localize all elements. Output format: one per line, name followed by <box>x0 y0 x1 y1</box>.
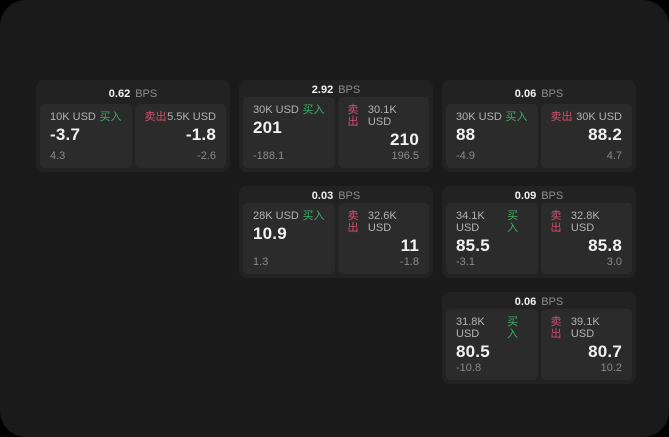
buy-price: -3.7 <box>50 125 81 145</box>
buy-amount: 34.1K USD <box>456 210 485 235</box>
buy-price: 88 <box>456 125 476 145</box>
quote-cards-grid: 0.62 BPS 10K USD 买入 -3.7 4.3 卖出 5.5K USD <box>36 80 636 384</box>
bps-unit-label: BPS <box>135 87 158 100</box>
card-header: 0.06 BPS <box>446 84 632 104</box>
buy-panel[interactable]: 10K USD 买入 -3.7 4.3 <box>40 104 132 168</box>
buy-label: 买入 <box>505 111 528 123</box>
buy-label: 买入 <box>302 210 325 223</box>
buy-amount: 31.8K USD <box>456 316 485 341</box>
sell-price: 210 <box>390 130 419 150</box>
sell-panel[interactable]: 卖出 5.5K USD -1.8 -2.6 <box>134 104 226 168</box>
sell-panel[interactable]: 卖出 32.6K USD 11 -1.8 <box>337 203 429 274</box>
sell-amount: 5.5K USD <box>167 111 216 123</box>
bps-unit-label: BPS <box>338 84 361 97</box>
buy-panel[interactable]: 34.1K USD 买入 85.5 -3.1 <box>446 203 538 274</box>
buy-price: 80.5 <box>456 342 490 362</box>
sell-sub-value: -1.8 <box>400 255 419 268</box>
bps-unit-label: BPS <box>541 87 564 100</box>
buy-panel[interactable]: 28K USD 买入 10.9 1.3 <box>243 203 335 274</box>
sell-label: 卖出 <box>347 210 359 235</box>
buy-panel[interactable]: 30K USD 买入 88 -4.9 <box>446 104 538 168</box>
sell-price: 80.7 <box>588 342 622 362</box>
buy-sub-value: 4.3 <box>50 149 66 162</box>
sell-price: -1.8 <box>185 125 216 145</box>
buy-label: 买入 <box>302 104 325 117</box>
sell-panel[interactable]: 卖出 39.1K USD 80.7 10.2 <box>540 309 632 380</box>
bps-unit-label: BPS <box>541 296 564 309</box>
bps-unit-label: BPS <box>338 190 361 203</box>
quote-card: 0.09 BPS 34.1K USD 买入 85.5 -3.1 卖出 32.8K… <box>442 186 636 278</box>
buy-label: 买入 <box>507 316 519 341</box>
card-header: 2.92 BPS <box>243 84 429 97</box>
sell-price: 85.8 <box>588 236 622 256</box>
quote-card: 0.62 BPS 10K USD 买入 -3.7 4.3 卖出 5.5K USD <box>36 80 230 172</box>
buy-amount: 10K USD <box>50 111 96 123</box>
quote-card: 2.92 BPS 30K USD 买入 201 -188.1 卖出 30.1K … <box>239 80 433 172</box>
sell-amount: 30K USD <box>576 111 622 123</box>
sell-amount: 30.1K USD <box>367 104 397 129</box>
buy-sub-value: -3.1 <box>456 255 475 268</box>
sell-sub-value: 10.2 <box>600 361 622 374</box>
sell-sub-value: -2.6 <box>197 149 216 162</box>
buy-label: 买入 <box>99 111 122 123</box>
buy-sub-value: -4.9 <box>456 149 475 162</box>
buy-sub-value: 1.3 <box>253 255 269 268</box>
sell-sub-value: 4.7 <box>606 149 622 162</box>
bps-value: 0.03 <box>311 190 334 203</box>
buy-sub-value: -10.8 <box>456 361 482 374</box>
sell-panel[interactable]: 卖出 32.8K USD 85.8 3.0 <box>540 203 632 274</box>
sell-label: 卖出 <box>347 104 359 129</box>
buy-price: 201 <box>253 118 282 138</box>
bps-unit-label: BPS <box>541 190 564 203</box>
buy-panel[interactable]: 31.8K USD 买入 80.5 -10.8 <box>446 309 538 380</box>
buy-amount: 30K USD <box>253 104 299 117</box>
quote-card: 0.06 BPS 31.8K USD 买入 80.5 -10.8 卖出 39.1… <box>442 292 636 384</box>
buy-amount: 28K USD <box>253 210 299 223</box>
buy-price: 85.5 <box>456 236 490 256</box>
buy-amount: 30K USD <box>456 111 502 123</box>
sell-sub-value: 3.0 <box>606 255 622 268</box>
card-header: 0.62 BPS <box>40 84 226 104</box>
sell-label: 卖出 <box>550 316 562 341</box>
bps-value: 0.62 <box>108 87 131 100</box>
sell-label: 卖出 <box>550 111 573 123</box>
buy-sub-value: -188.1 <box>253 149 285 162</box>
sell-label: 卖出 <box>550 210 562 235</box>
card-header: 0.06 BPS <box>446 296 632 309</box>
sell-amount: 32.6K USD <box>367 210 397 235</box>
sell-label: 卖出 <box>144 111 167 123</box>
bps-value: 0.06 <box>514 87 537 100</box>
sell-price: 88.2 <box>588 125 622 145</box>
quote-card: 0.03 BPS 28K USD 买入 10.9 1.3 卖出 32.6K US… <box>239 186 433 278</box>
buy-price: 10.9 <box>253 224 287 244</box>
bps-value: 0.09 <box>514 190 537 203</box>
sell-amount: 39.1K USD <box>570 316 600 341</box>
bps-value: 0.06 <box>514 296 537 309</box>
card-header: 0.09 BPS <box>446 190 632 203</box>
sell-panel[interactable]: 卖出 30.1K USD 210 196.5 <box>337 97 429 168</box>
sell-price: 11 <box>400 236 419 256</box>
bps-value: 2.92 <box>311 84 334 97</box>
quote-card: 0.06 BPS 30K USD 买入 88 -4.9 卖出 30K USD <box>442 80 636 172</box>
sell-panel[interactable]: 卖出 30K USD 88.2 4.7 <box>540 104 632 168</box>
sell-amount: 32.8K USD <box>570 210 600 235</box>
buy-label: 买入 <box>507 210 519 235</box>
sell-sub-value: 196.5 <box>391 149 419 162</box>
buy-panel[interactable]: 30K USD 买入 201 -188.1 <box>243 97 335 168</box>
card-header: 0.03 BPS <box>243 190 429 203</box>
